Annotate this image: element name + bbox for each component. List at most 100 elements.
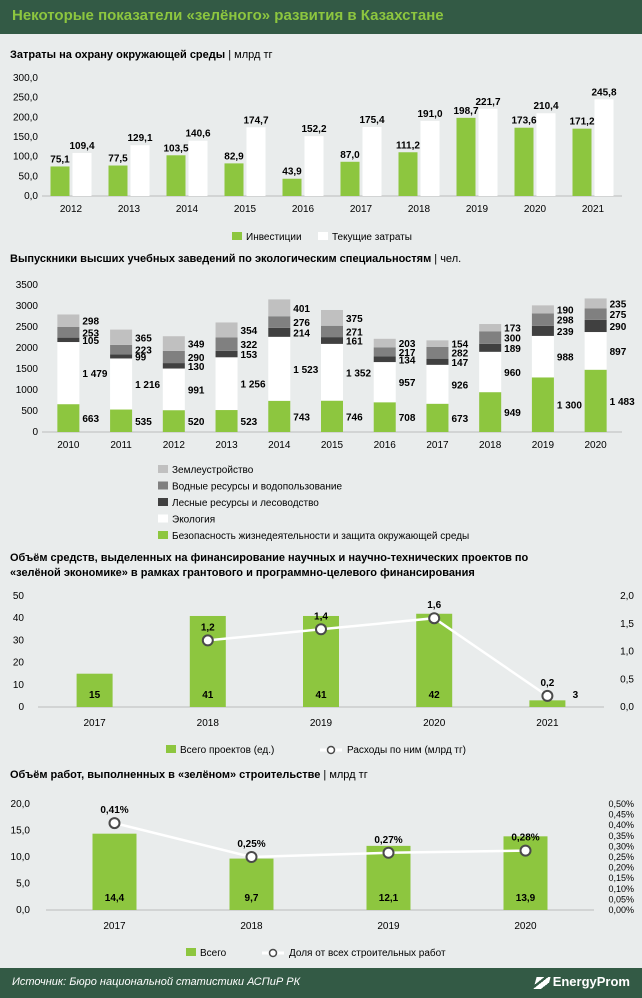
chart2-bar-segment-forestry [426,358,449,365]
chart2-data-label: 235 [610,299,627,310]
chart2-data-label: 217 [399,348,416,359]
chart2-data-label: 375 [346,314,363,325]
chart2-bar-segment-ecology [479,351,502,393]
chart2-bar-segment-water [479,331,502,344]
chart2-bar-segment-water [426,346,449,359]
chart3-line-point [428,612,441,625]
chart1-y-tick: 250,0 [13,93,38,104]
chart2-data-label: 130 [188,362,205,373]
chart1-data-label: 173,6 [511,116,536,127]
chart2-data-label: 322 [241,340,258,351]
chart2-bar-segment-land [162,336,185,351]
chart2-bar-segment-land [268,299,291,317]
chart1-y-tick: 0,0 [24,191,38,202]
chart3-bar-projects [189,615,226,707]
chart3-legend-projects-label: Всего проектов (ед.) [180,745,274,756]
chart2-bar-segment-water [215,337,238,351]
chart1-x-tick: 2018 [408,204,431,215]
chart4-y-tick: 10,0 [11,852,31,863]
header-bar: Некоторые показатели «зелёного» развития… [0,0,642,34]
chart4-y2-tick: 0,00% [608,905,634,915]
chart1-legend-investments-label: Инвестиции [246,232,302,243]
logo-icon [533,976,551,989]
chart1-data-label: 82,9 [224,151,244,162]
logo-text: EnergyProm [552,974,630,989]
chart1-bar-current-costs [188,140,208,196]
chart3-x-tick: 2021 [536,718,559,729]
chart1-title: Затраты на охрану окружающей среды | млр… [10,49,273,61]
chart1-bar-current-costs [130,145,150,196]
chart2-bar-segment-forestry [57,337,80,343]
chart2-bar-segment-land [215,322,238,338]
chart3-legend-expenses-swatch-marker [326,745,336,755]
chart2-legend-land-swatch [158,465,168,473]
chart3-legend-projects-swatch [166,745,176,753]
chart3-line-label: 0,2 [540,678,554,689]
chart1-x-tick: 2019 [466,204,489,215]
chart1-bar-current-costs [478,108,498,196]
chart4-bar-label: 14,4 [105,893,125,904]
chart2-legend-forestry-swatch [158,498,168,506]
chart1-bar-investments [50,166,70,196]
chart3-y2-tick: 0,5 [620,674,634,685]
chart2-bar-segment-land [426,340,449,347]
chart3-bar-label: 3 [573,690,579,701]
chart4-bar-label: 13,9 [516,893,536,904]
chart3-bar-label: 41 [315,690,327,701]
chart4-line-label: 0,25% [237,839,265,850]
chart4-y2-tick: 0,25% [608,852,634,862]
chart2-bar-segment-ecology [426,364,449,404]
chart2-legend-land-label: Землеустройство [172,465,254,476]
chart2-legend-water-swatch [158,481,168,490]
chart2-data-label: 746 [346,412,363,423]
source-note: Источник: Бюро национальной статистики А… [12,976,301,988]
chart4-line-point [382,846,395,859]
chart1-data-label: 75,1 [50,154,70,165]
chart2-bar-segment-water [162,350,185,364]
chart4-y2-tick: 0,20% [608,863,634,873]
chart1-legend-current-costs-swatch [318,232,328,240]
chart2-x-tick: 2011 [110,440,132,451]
chart3-line-label: 1,2 [201,622,215,633]
chart2-bar-segment-safety [373,402,396,432]
chart2-bar-segment-land [321,309,343,326]
chart2-data-label: 282 [451,349,468,360]
chart4-y2-tick: 0,05% [608,894,634,904]
chart4-legend-total-label: Всего [200,948,227,959]
chart2-data-label: 926 [451,380,468,391]
chart2-bar-segment-safety [268,400,291,432]
chart1-bar-current-costs [246,127,266,196]
chart2-data-label: 290 [610,322,627,333]
chart2-bar-segment-land [57,314,80,327]
chart4-line-label: 0,41% [100,805,128,816]
chart1-bar-current-costs [420,120,440,196]
chart2-data-label: 991 [188,385,205,396]
chart4-x-tick: 2020 [514,921,537,932]
brand-logo: EnergyProm [533,974,630,989]
chart1-data-label: 43,9 [282,167,302,178]
chart1-bar-investments [514,127,534,196]
chart2-title: Выпускники высших учебных заведений по э… [10,253,461,265]
chart2-legend-ecology-swatch [158,514,168,523]
chart4-y2-tick: 0,15% [608,873,634,883]
chart2-y-tick: 0 [32,427,38,438]
chart2-data-label: 673 [451,414,468,425]
chart2-bar-segment-safety [321,400,343,432]
chart3-bar-label: 42 [429,690,441,701]
chart2-data-label: 239 [557,327,574,338]
chart1-x-tick: 2014 [176,204,199,215]
chart2-x-tick: 2018 [479,440,502,451]
chart3-line-expenses [207,616,549,697]
chart2-bar-segment-ecology [321,343,343,401]
chart1-data-label: 171,2 [569,117,594,128]
chart1-x-tick: 2012 [60,204,83,215]
chart2-bar-segment-ecology [531,335,554,378]
chart3-line-point [201,634,214,647]
charts-area: Затраты на охрану окружающей среды | млр… [0,34,642,968]
chart3-line-label: 1,4 [314,611,328,622]
chart2-bar-segment-water [373,347,396,357]
chart4-line-point [519,844,532,857]
chart2-bar-segment-forestry [531,325,554,336]
chart3-y2-tick: 0,0 [620,702,634,713]
